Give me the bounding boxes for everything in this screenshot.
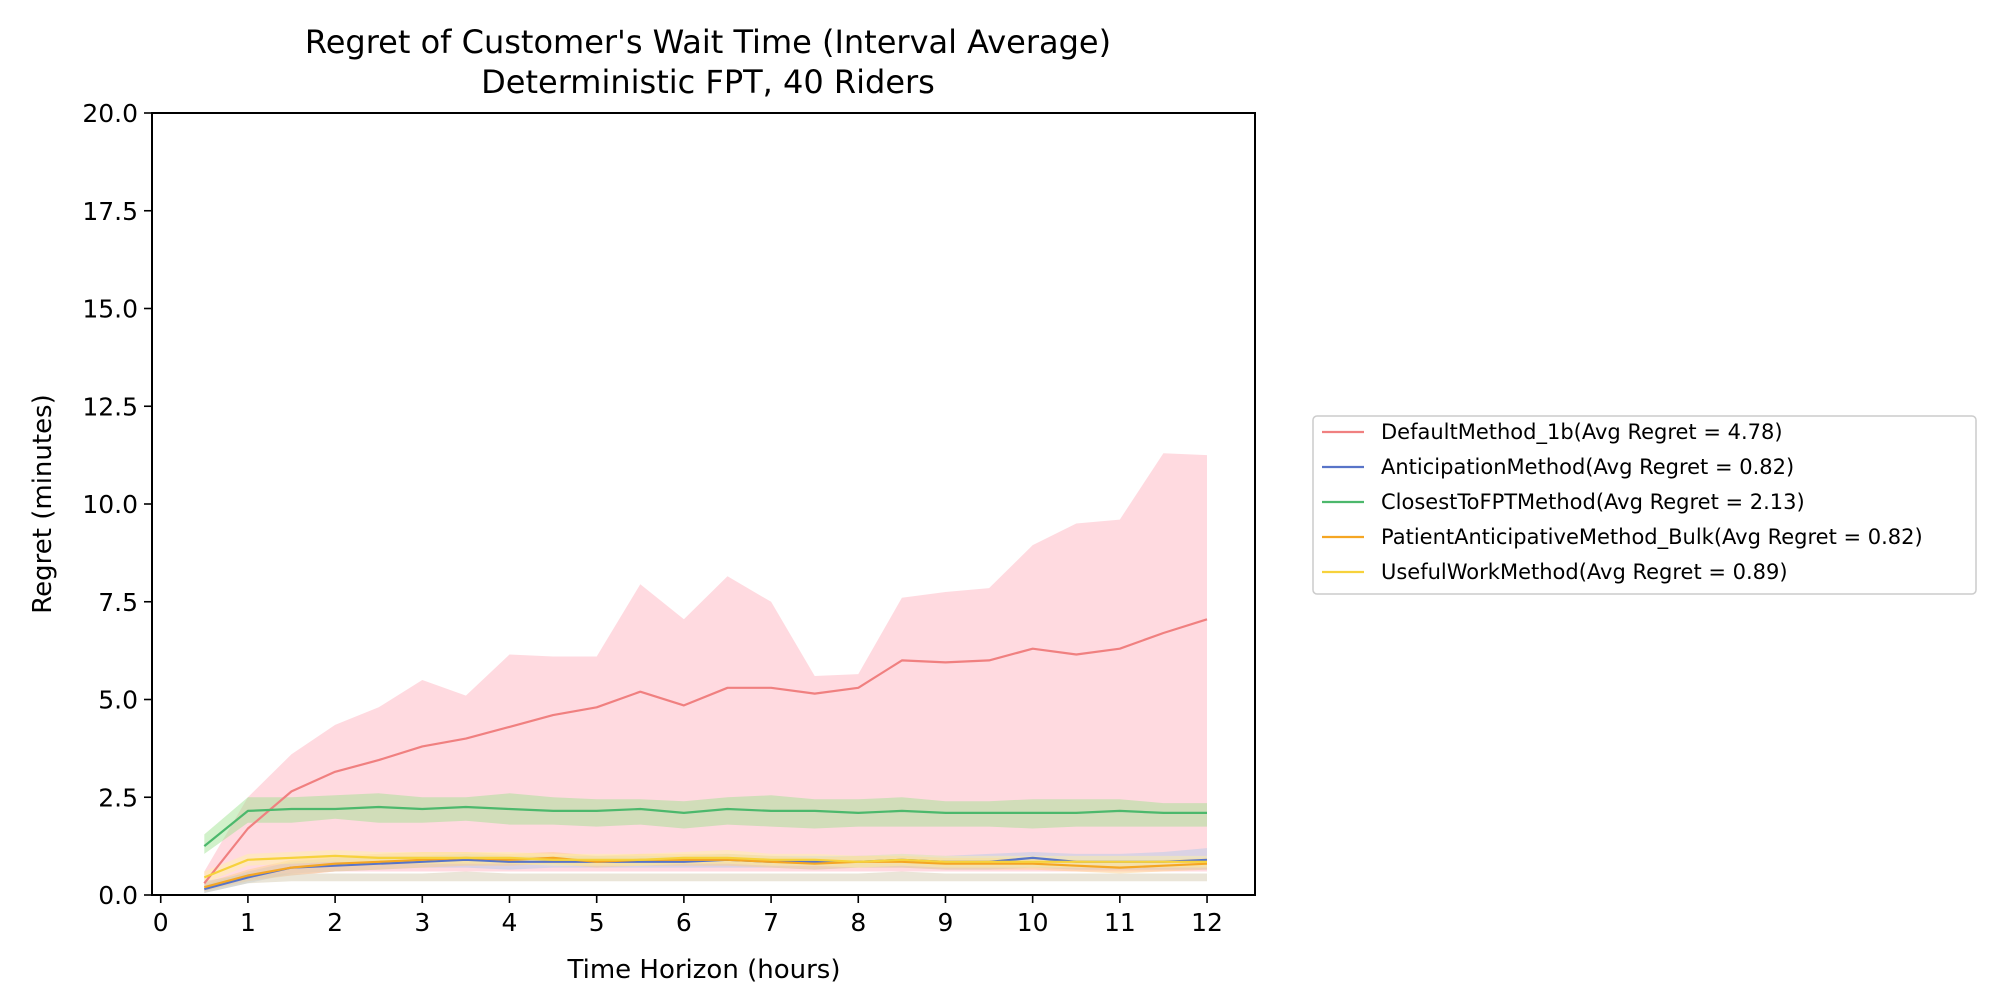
legend-label: AnticipationMethod(Avg Regret = 0.82) xyxy=(1381,455,1794,479)
x-tick-label: 1 xyxy=(240,908,256,937)
x-axis-label: Time Horizon (hours) xyxy=(567,955,841,985)
chart-title: Regret of Customer's Wait Time (Interval… xyxy=(305,23,1111,61)
series-line-0 xyxy=(203,618,1208,884)
x-tick-label: 9 xyxy=(938,908,954,937)
y-tick-label: 20.0 xyxy=(82,99,138,128)
baseline-band xyxy=(204,871,1208,893)
y-tick-label: 2.5 xyxy=(98,783,138,812)
y-axis: 0.0 2.5 5.0 7.5 10.0 12.5 15.0 17.5 20.0 xyxy=(82,99,152,910)
x-tick-label: 4 xyxy=(502,908,518,937)
x-tick-label: 8 xyxy=(850,908,866,937)
legend: DefaultMethod_1b(Avg Regret = 4.78) Antic… xyxy=(1312,415,1977,595)
series-band-0 xyxy=(204,453,1208,892)
x-tick-label: 12 xyxy=(1191,908,1223,937)
x-tick-label: 0 xyxy=(153,908,169,937)
x-tick-label: 7 xyxy=(763,908,779,937)
chart-subtitle: Deterministic FPT, 40 Riders xyxy=(481,63,935,101)
series-line-4 xyxy=(203,854,1207,879)
series-line-3 xyxy=(204,856,1208,889)
legend-label: DefaultMethod_1b(Avg Regret = 4.78) xyxy=(1381,420,1783,445)
x-tick-label: 3 xyxy=(414,908,430,937)
x-tick-label: 6 xyxy=(676,908,692,937)
y-tick-label: 17.5 xyxy=(82,197,138,226)
legend-frame xyxy=(1312,415,1977,595)
legend-label: ClosestToFPTMethod(Avg Regret = 2.13) xyxy=(1381,490,1805,514)
y-tick-label: 12.5 xyxy=(82,392,138,421)
x-axis: 0 1 2 3 4 5 6 7 8 9 10 11 12 xyxy=(153,895,1223,937)
x-tick-label: 10 xyxy=(1017,908,1049,937)
x-tick-label: 11 xyxy=(1104,908,1136,937)
y-tick-label: 10.0 xyxy=(82,490,138,519)
y-tick-label: 15.0 xyxy=(82,295,138,324)
legend-label: PatientAnticipativeMethod_Bulk(Avg Regre… xyxy=(1381,525,1923,550)
x-tick-label: 2 xyxy=(327,908,343,937)
y-tick-label: 7.5 xyxy=(98,588,138,617)
confidence-bands xyxy=(204,453,1208,893)
legend-label: UsefulWorkMethod(Avg Regret = 0.89) xyxy=(1381,560,1788,584)
y-tick-label: 5.0 xyxy=(98,686,138,715)
x-tick-label: 5 xyxy=(589,908,605,937)
y-axis-label: Regret (minutes) xyxy=(28,394,58,614)
series-line-2 xyxy=(203,805,1207,847)
y-tick-label: 0.0 xyxy=(98,881,138,910)
series-lines xyxy=(203,618,1208,891)
